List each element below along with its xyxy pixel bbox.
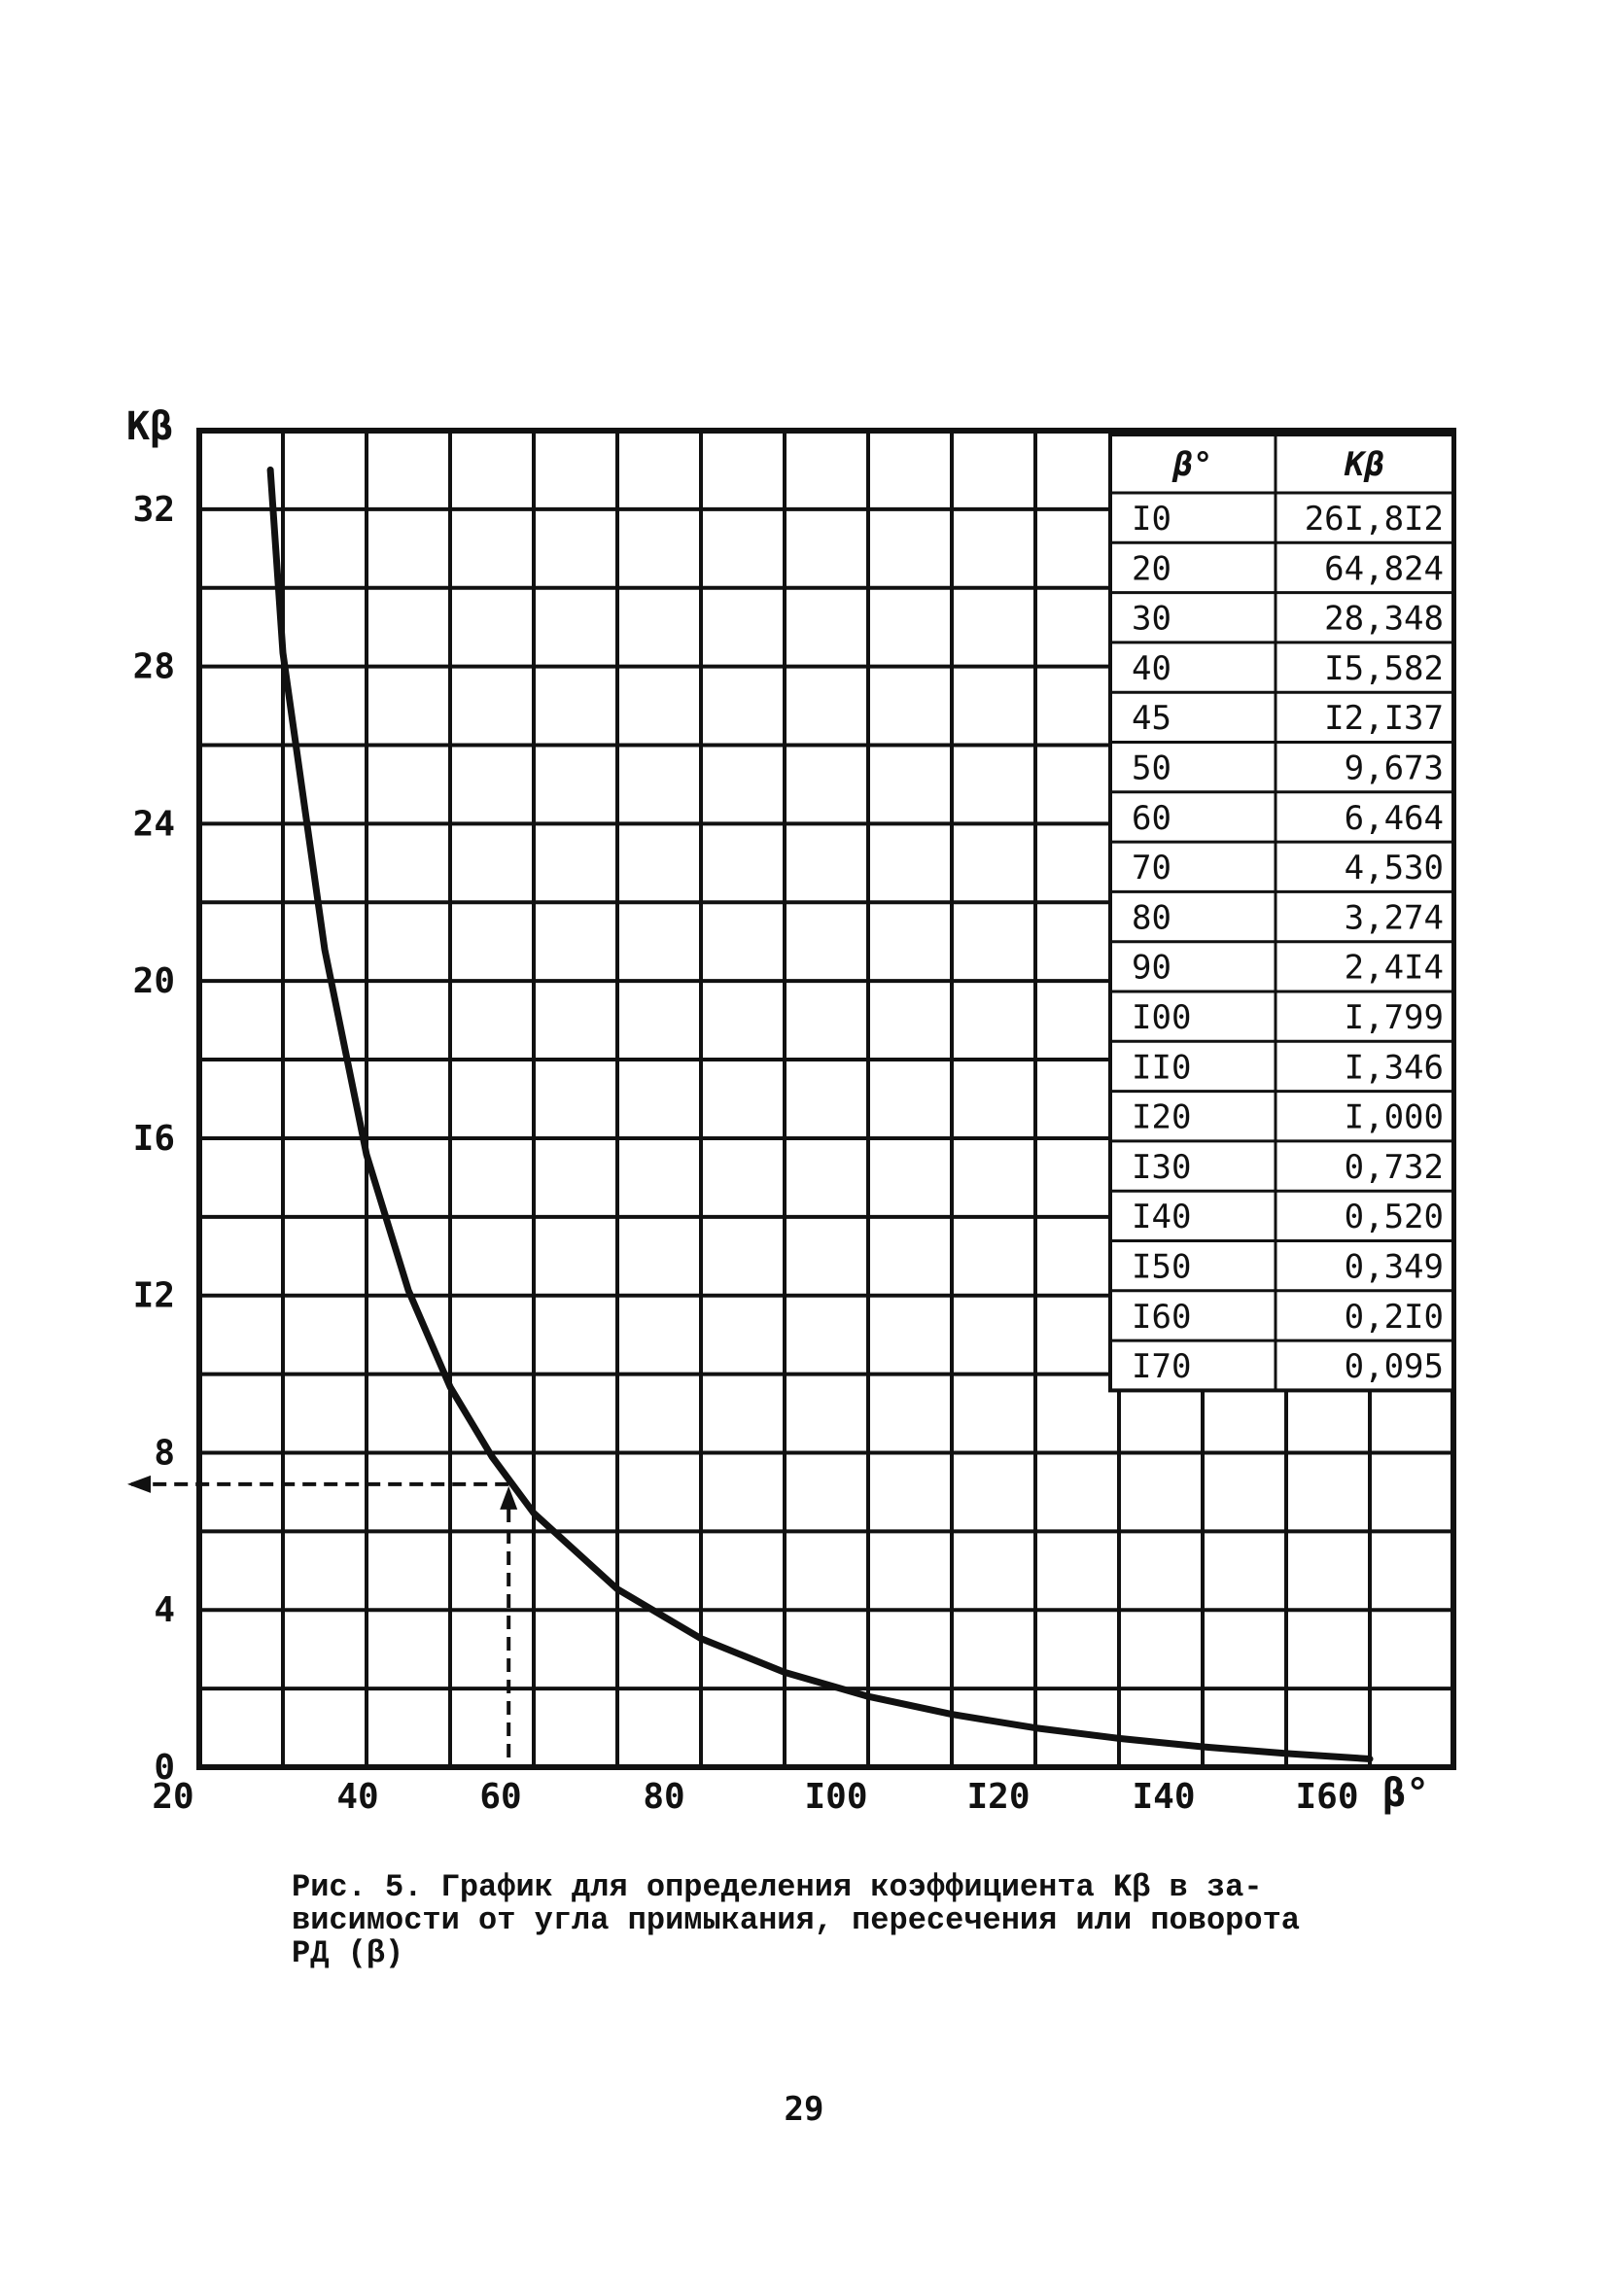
x-tick-label: I20 — [966, 1777, 1030, 1817]
table-cell-k: 26I,8I2 — [1305, 500, 1444, 539]
y-tick-label: 28 — [133, 647, 175, 687]
table-cell-k: I,000 — [1345, 1098, 1444, 1137]
table-cell-k: 0,732 — [1345, 1148, 1444, 1187]
y-tick-label: 0 — [154, 1748, 175, 1788]
table-cell-beta: I50 — [1132, 1248, 1191, 1287]
table-cell-beta: I30 — [1132, 1148, 1191, 1187]
table-cell-beta: I00 — [1132, 998, 1191, 1037]
curve-k-beta — [266, 466, 1374, 1762]
table-cell-beta: 70 — [1132, 849, 1171, 887]
table-cell-beta: 30 — [1132, 600, 1171, 639]
caption-line: Рис. 5. График для определения коэффицие… — [292, 1869, 1263, 1905]
x-tick-label: I00 — [804, 1777, 867, 1817]
figure-caption: Рис. 5. График для определения коэффицие… — [292, 1871, 1410, 1970]
y-tick-label: 24 — [133, 804, 175, 844]
tick-labels: 20 40 60 80 I00 I20 I40 I60 0 4 8 I2 I6 20 24 28 32 — [133, 490, 1359, 1817]
x-tick-label: I40 — [1132, 1777, 1195, 1817]
data-table: β° Kβ I0 26I,8I2 20 64,824 30 28,348 40 I5,582 45 I… — [1108, 433, 1455, 1393]
table-cell-k: 0,2I0 — [1345, 1298, 1444, 1337]
x-tick-label: 80 — [643, 1777, 684, 1817]
table-cell-k: I5,582 — [1324, 649, 1444, 688]
table-cell-beta: I70 — [1132, 1347, 1191, 1386]
table-cell-k: I,346 — [1345, 1048, 1444, 1087]
table-cell-beta: 80 — [1132, 898, 1171, 937]
table-cell-k: 9,673 — [1345, 749, 1444, 788]
y-tick-label: I6 — [133, 1119, 175, 1159]
table-cell-k: 4,530 — [1345, 849, 1444, 887]
arrow-left-icon — [127, 1475, 151, 1493]
table-cell-k: 2,4I4 — [1345, 949, 1444, 988]
table-cell-k: I2,I37 — [1324, 699, 1444, 738]
table-cell-k: I,799 — [1345, 998, 1444, 1037]
arrow-up-icon — [500, 1485, 518, 1510]
y-axis-label: Kβ — [126, 404, 173, 449]
x-tick-label: I60 — [1295, 1777, 1358, 1817]
caption-line: РД (β) — [292, 1935, 404, 1971]
table-cell-k: 0,349 — [1345, 1248, 1444, 1287]
table-cell-beta: 40 — [1132, 649, 1171, 688]
y-tick-label: 4 — [154, 1590, 175, 1630]
y-tick-label: I2 — [133, 1276, 175, 1316]
page-number: 29 — [784, 2090, 824, 2129]
y-tick-label: 32 — [133, 490, 175, 530]
annotation-layer — [127, 1475, 518, 1757]
table-cell-beta: 60 — [1132, 799, 1171, 838]
table-cell-beta: I40 — [1132, 1198, 1191, 1236]
table-cell-beta: 45 — [1132, 699, 1171, 738]
table-cell-k: 3,274 — [1345, 898, 1444, 937]
x-tick-label: 40 — [336, 1777, 378, 1817]
x-tick-label: 60 — [479, 1777, 521, 1817]
table-cell-k: 0,520 — [1345, 1198, 1444, 1236]
x-tick-label: 20 — [152, 1777, 193, 1817]
caption-line: висимости от угла примыкания, пересечени… — [292, 1902, 1300, 1938]
table-cell-k: 64,824 — [1324, 549, 1444, 588]
table-cell-beta: 20 — [1132, 549, 1171, 588]
table-cell-beta: 90 — [1132, 949, 1171, 988]
table-cell-beta: I0 — [1132, 500, 1171, 539]
x-axis-label: β° — [1382, 1771, 1429, 1816]
table-cell-beta: I60 — [1132, 1298, 1191, 1337]
table-header-k: Kβ — [1344, 445, 1384, 484]
table-cell-beta: II0 — [1132, 1048, 1191, 1087]
table-cell-k: 6,464 — [1345, 799, 1444, 838]
table-cell-beta: I20 — [1132, 1098, 1191, 1137]
y-tick-label: 8 — [154, 1433, 175, 1473]
table-cell-k: 0,095 — [1345, 1347, 1444, 1386]
curve-layer — [266, 466, 1374, 1762]
table-cell-k: 28,348 — [1324, 600, 1444, 639]
table-cell-beta: 50 — [1132, 749, 1171, 788]
y-tick-label: 20 — [133, 961, 175, 1001]
table-header-beta: β° — [1171, 445, 1213, 484]
